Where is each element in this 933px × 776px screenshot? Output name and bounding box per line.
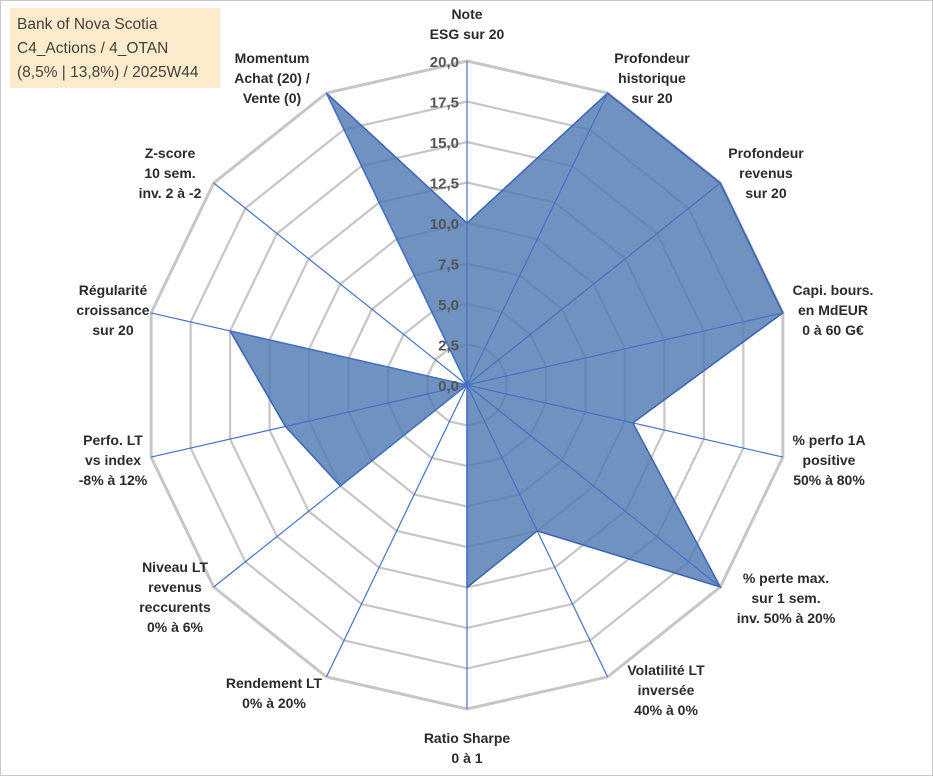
axis-label-5: % perte max. sur 1 sem. inv. 50% à 20% [737, 570, 836, 626]
axis-label-13: Momentum Achat (20) / Vente (0) [234, 50, 310, 106]
axis-label-line: revenus [148, 579, 202, 595]
tick-label-6: 15,0 [430, 135, 459, 152]
tick-label-2: 5,0 [438, 297, 459, 314]
axis-label-6: Volatilité LT inversée 40% à 0% [627, 662, 705, 718]
axis-label-line: Profondeur [614, 50, 690, 66]
axis-label-line: reccurents [139, 599, 211, 615]
axis-label-line: 50% à 80% [793, 472, 865, 488]
tick-label-7: 17,5 [430, 95, 459, 112]
legend-box: Bank of Nova Scotia C4_Actions / 4_OTAN … [10, 8, 220, 88]
axis-label-line: ESG sur 20 [430, 26, 505, 42]
axis-label-12: Z-score 10 sem. inv. 2 à -2 [139, 145, 202, 201]
axis-label-8: Rendement LT 0% à 20% [226, 675, 323, 711]
axis-label-3: Capi. bours. en MdEUR 0 à 60 G€ [793, 282, 874, 338]
legend-stats: (8,5% | 13,8%) / 2025W44 [17, 64, 199, 81]
axis-label-line: % perte max. [743, 570, 829, 586]
axis-label-1: Profondeur historique sur 20 [614, 50, 690, 106]
axis-label-line: inv. 50% à 20% [737, 610, 836, 626]
axis-label-line: Régularité [79, 282, 148, 298]
axis-label-line: croissance [76, 302, 149, 318]
axis-label-line: 40% à 0% [634, 702, 698, 718]
tick-label-3: 7,5 [438, 257, 459, 274]
axis-label-line: Perfo. LT [83, 432, 143, 448]
axis-label-line: inv. 2 à -2 [139, 185, 202, 201]
tick-layer: 0,0 2,5 5,0 7,5 10,0 12,5 15,0 17,5 20,0 [430, 54, 459, 395]
axis-label-line: en MdEUR [798, 302, 868, 318]
axis-label-line: Momentum [235, 50, 310, 66]
spoke-layer [150, 61, 784, 709]
axis-label-line: Ratio Sharpe [424, 730, 511, 746]
label-layer: Note ESG sur 20 Profondeur historique sur 20… [76, 6, 873, 766]
spoke-2 [466, 182, 721, 386]
axis-label-line: Vente (0) [243, 90, 301, 106]
axis-label-line: sur 20 [92, 322, 133, 338]
axis-label-line: positive [803, 452, 856, 468]
tick-label-1: 2,5 [438, 338, 459, 355]
spoke-11 [150, 312, 468, 386]
axis-label-line: 0% à 6% [147, 619, 204, 635]
axis-label-line: 0% à 20% [242, 695, 306, 711]
axis-label-line: Capi. bours. [793, 282, 874, 298]
tick-label-8: 20,0 [430, 54, 459, 71]
spoke-3 [466, 312, 784, 386]
legend-category: C4_Actions / 4_OTAN [17, 40, 169, 57]
axis-label-line: Achat (20) / [234, 70, 310, 86]
axis-label-10: Perfo. LT vs index -8% à 12% [79, 432, 148, 488]
axis-label-line: 0 à 60 G€ [802, 322, 864, 338]
axis-label-line: % perfo 1A [792, 432, 865, 448]
axis-label-2: Profondeur revenus sur 20 [728, 145, 804, 201]
spoke-12 [213, 182, 468, 386]
axis-label-line: historique [618, 70, 686, 86]
spoke-1 [466, 92, 609, 386]
axis-label-line: Profondeur [728, 145, 804, 161]
axis-label-7: Ratio Sharpe 0 à 1 [424, 730, 511, 766]
axis-label-line: Z-score [145, 145, 196, 161]
axis-label-line: sur 20 [631, 90, 672, 106]
spoke-9 [213, 384, 468, 588]
tick-label-4: 10,0 [430, 216, 459, 233]
axis-label-line: Rendement LT [226, 675, 323, 691]
spoke-5 [466, 384, 721, 588]
axis-label-line: sur 1 sem. [751, 590, 820, 606]
axis-label-line: Niveau LT [142, 559, 208, 575]
spoke-4 [466, 384, 784, 458]
axis-label-line: revenus [739, 165, 793, 181]
spoke-10 [150, 384, 468, 458]
axis-label-line: 0 à 1 [451, 750, 482, 766]
axis-label-line: sur 20 [745, 185, 786, 201]
legend-company: Bank of Nova Scotia [17, 16, 158, 33]
axis-label-11: Régularité croissance sur 20 [76, 282, 149, 338]
axis-label-line: Note [451, 6, 482, 22]
tick-label-5: 12,5 [430, 176, 459, 193]
axis-label-line: vs index [85, 452, 141, 468]
spoke-13 [325, 92, 468, 386]
spoke-8 [325, 384, 468, 678]
spoke-6 [466, 384, 609, 678]
tick-label-0: 0,0 [438, 378, 459, 395]
axis-label-9: Niveau LT revenus reccurents 0% à 6% [139, 559, 211, 635]
axis-label-line: Volatilité LT [627, 662, 705, 678]
axis-label-4: % perfo 1A positive 50% à 80% [792, 432, 865, 488]
axis-label-line: -8% à 12% [79, 472, 148, 488]
axis-label-0: Note ESG sur 20 [430, 6, 505, 42]
axis-label-line: inversée [638, 682, 695, 698]
axis-label-line: 10 sem. [144, 165, 195, 181]
